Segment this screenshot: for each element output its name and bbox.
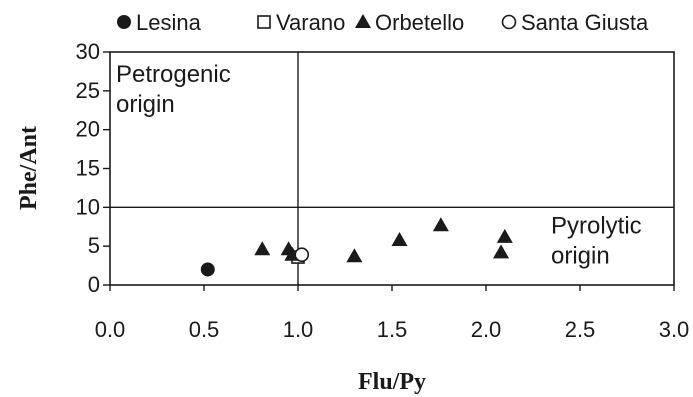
x-tick-label: 2.5	[565, 317, 596, 342]
x-tick-label: 0.0	[95, 317, 126, 342]
point-orbetello	[254, 241, 271, 256]
x-tick-label: 0.5	[189, 317, 220, 342]
annotation-line: Pyrolytic	[551, 212, 642, 239]
annotation-pyrolytic: Pyrolytic origin	[551, 212, 642, 269]
axes: 0 5 10 15 20 25 30 0.0 0.5 1.0 1.5 2.0 2.5 3.0	[76, 39, 690, 342]
point-orbetello	[432, 217, 449, 232]
annotation-petrogenic: Petrogenic origin	[116, 61, 231, 118]
legend-marker-lesina	[117, 15, 131, 29]
y-tick-label: 15	[76, 156, 100, 181]
point-orbetello	[496, 228, 513, 243]
x-tick-label: 1.0	[283, 317, 314, 342]
y-tick-label: 25	[76, 78, 100, 103]
x-tick-label: 3.0	[659, 317, 690, 342]
legend-label-varano: Varano	[276, 10, 345, 35]
y-tick-label: 0	[88, 272, 100, 297]
legend-label-lesina: Lesina	[136, 10, 202, 35]
annotation-line: origin	[551, 242, 610, 269]
x-axis-label: Flu/Py	[358, 369, 426, 395]
annotation-line: origin	[116, 91, 175, 118]
point-orbetello	[493, 244, 510, 259]
annotations: Petrogenic origin Pyrolytic origin	[116, 61, 642, 269]
legend-marker-orbetello	[355, 14, 371, 28]
legend-label-santa-giusta: Santa Giusta	[521, 10, 649, 35]
point-orbetello	[391, 231, 408, 246]
data-points	[200, 217, 513, 277]
y-tick-label: 20	[76, 117, 100, 142]
point-lesina	[200, 262, 215, 277]
legend-label-orbetello: Orbetello	[375, 10, 464, 35]
legend-marker-santa-giusta	[501, 14, 517, 30]
reference-lines	[110, 52, 674, 285]
y-axis-label: Phe/Ant	[16, 126, 42, 210]
legend: Lesina Varano Orbetello Santa Giusta	[117, 10, 649, 35]
point-santa-giusta	[294, 247, 310, 263]
annotation-line: Petrogenic	[116, 61, 231, 88]
y-tick-label: 5	[88, 233, 100, 258]
point-orbetello	[346, 248, 363, 263]
x-tick-label: 1.5	[377, 317, 408, 342]
x-tick-label: 2.0	[471, 317, 502, 342]
y-tick-label: 30	[76, 39, 100, 64]
legend-marker-varano	[257, 15, 271, 29]
y-tick-label: 10	[76, 194, 100, 219]
